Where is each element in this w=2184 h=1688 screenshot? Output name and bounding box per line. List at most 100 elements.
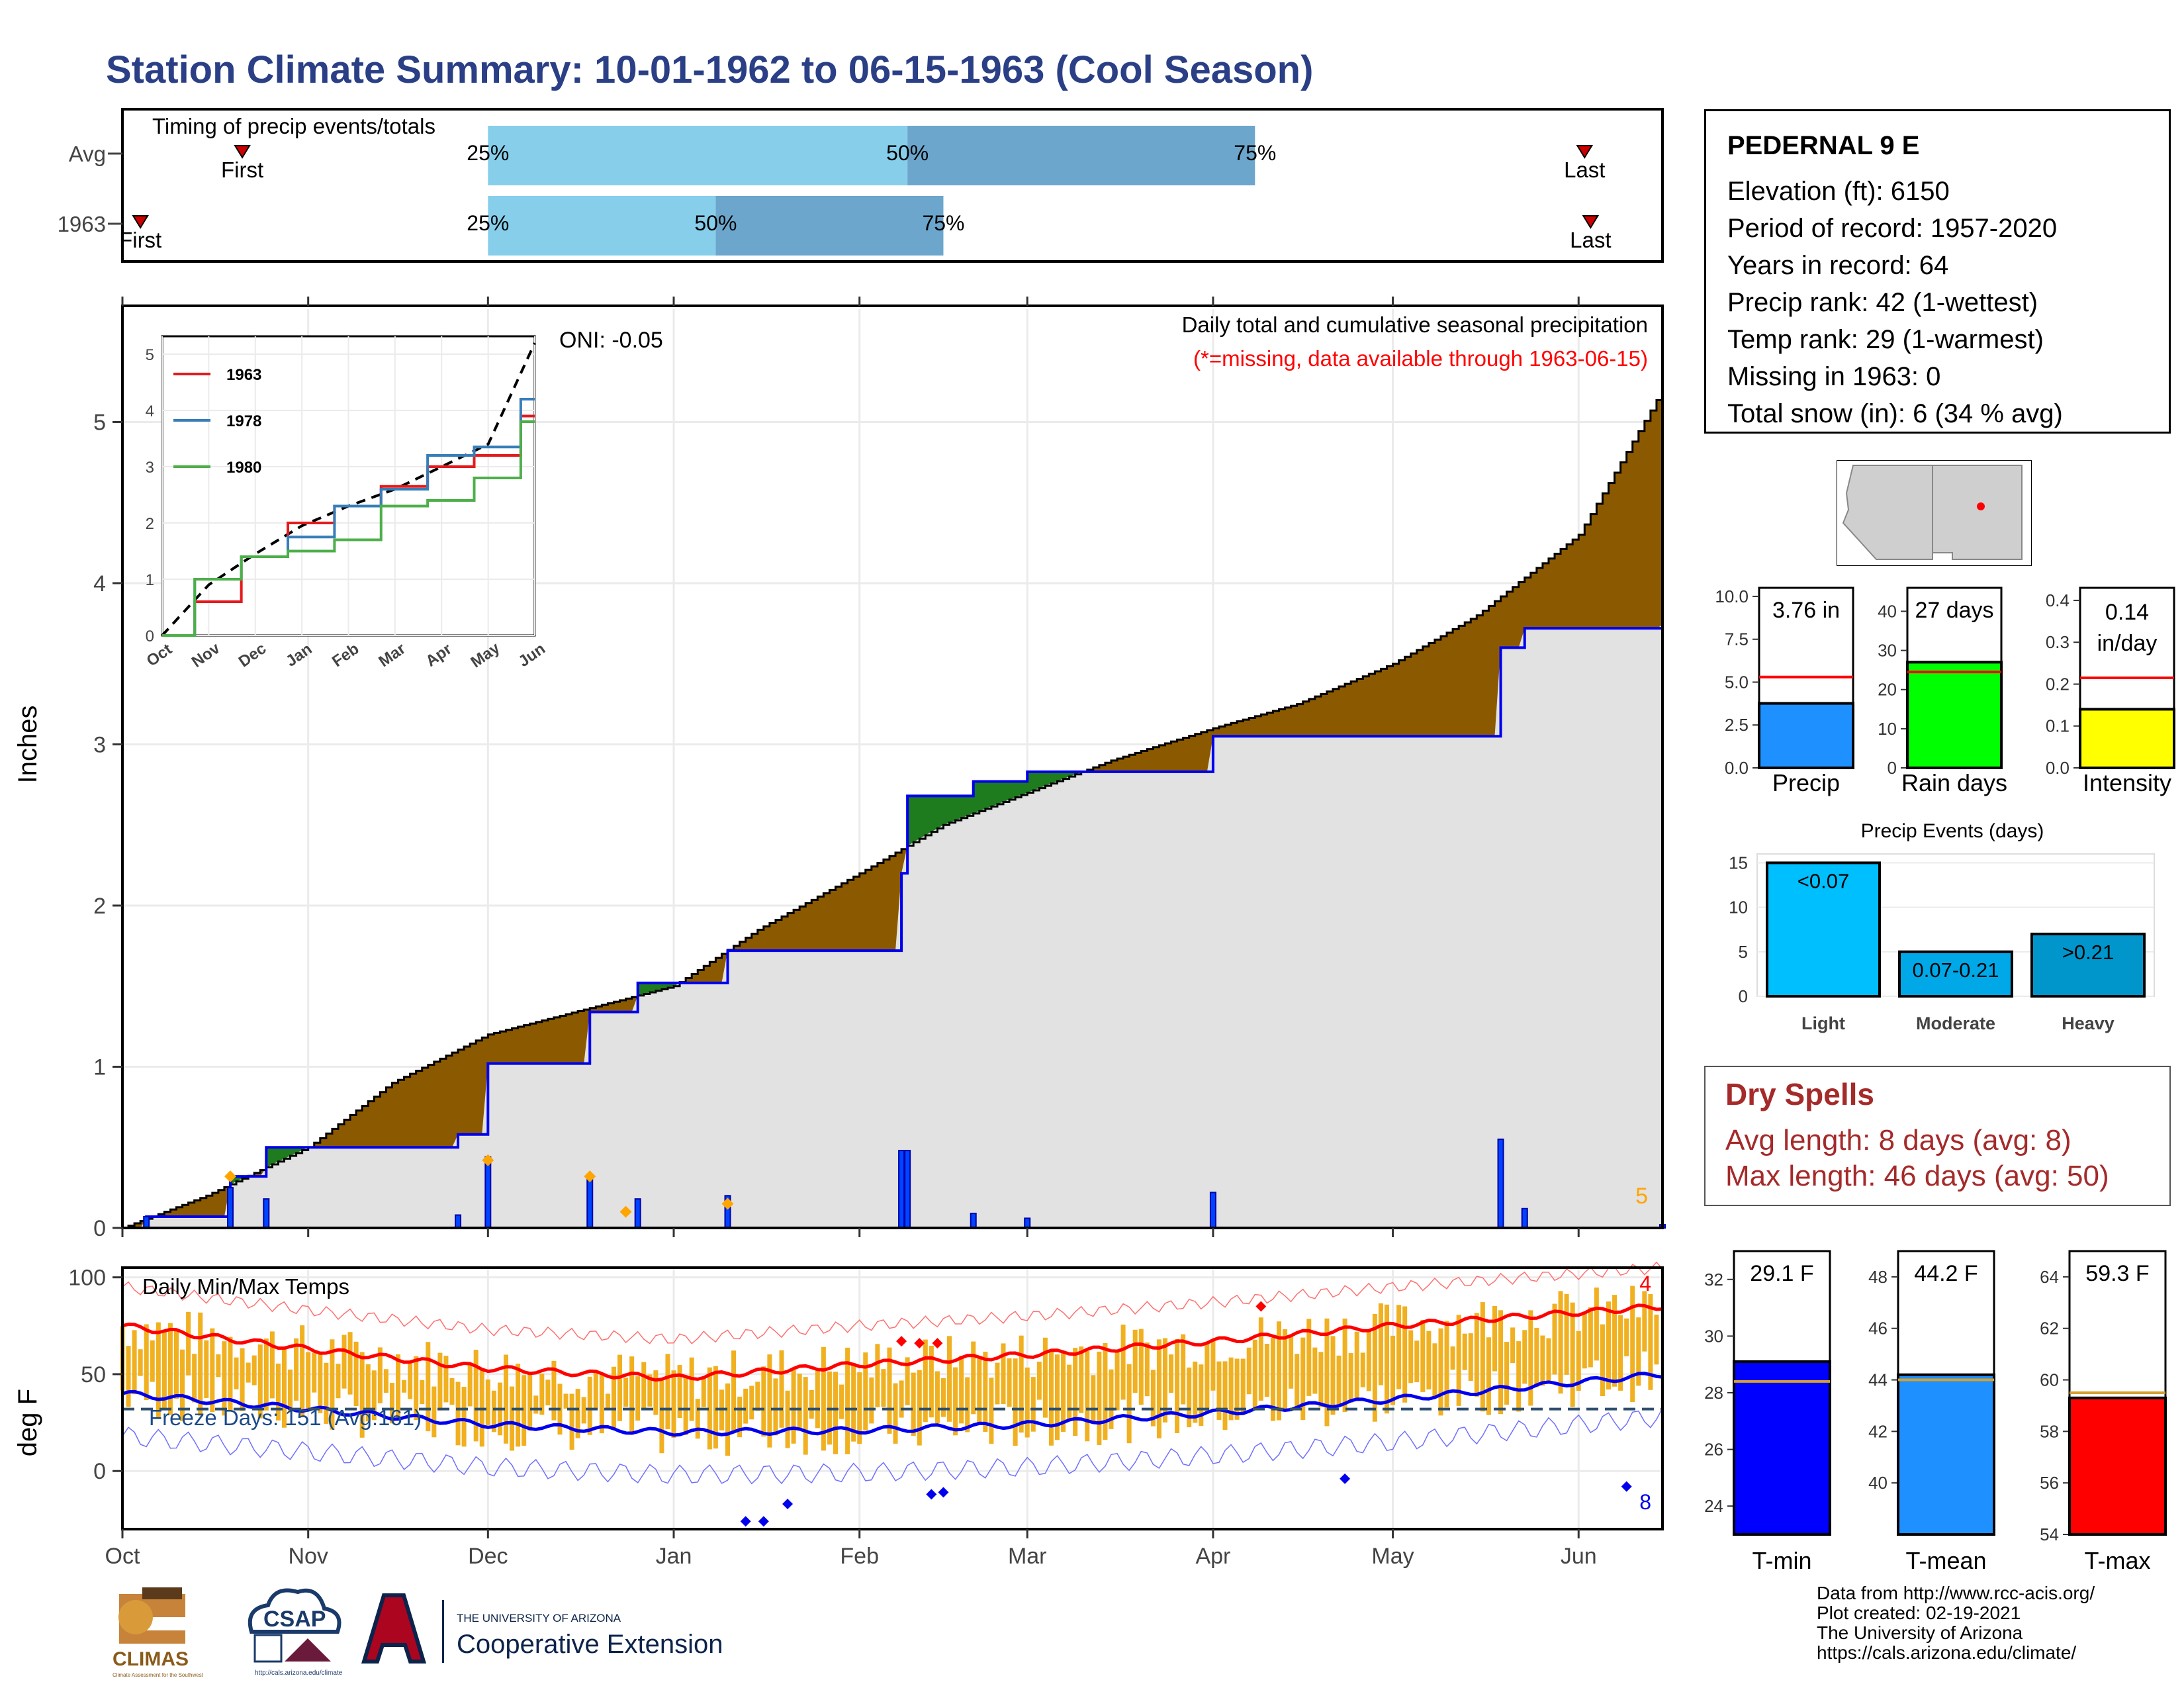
main-y-tick-label: 3	[93, 732, 106, 757]
events-bar-label: 0.07-0.21	[1913, 959, 1999, 982]
daily-temp-bar	[1474, 1313, 1479, 1397]
daily-temp-bar	[1414, 1340, 1420, 1383]
daily-temp-bar	[983, 1351, 988, 1432]
daily-temp-bar	[1384, 1304, 1389, 1414]
daily-temp-bar	[611, 1366, 616, 1430]
daily-temp-bar	[995, 1362, 1000, 1405]
daily-temp-bar	[251, 1355, 257, 1385]
temp-bar-t-max-label: T-max	[2084, 1547, 2150, 1574]
daily-temp-bar	[1222, 1361, 1228, 1430]
temp-bar-t-mean-tick-label: 40	[1868, 1473, 1888, 1493]
daily-temp-bar	[1624, 1318, 1629, 1356]
timing-row-label: 1963	[58, 212, 106, 236]
events-y-tick-label: 0	[1739, 986, 1748, 1006]
daily-temp-bar	[1438, 1328, 1443, 1416]
daily-temp-bar	[1612, 1295, 1617, 1387]
daily-temp-bar	[1372, 1313, 1377, 1422]
climas-text: CLIMAS	[113, 1648, 189, 1670]
daily-temp-bar	[1522, 1330, 1527, 1384]
temp-bar-t-mean-tick-label: 44	[1868, 1370, 1888, 1390]
daily-temp-bar	[1264, 1344, 1269, 1397]
daily-temp-bar	[1654, 1314, 1659, 1365]
daily-temp-bar	[1103, 1342, 1108, 1440]
timing-marker-label: First	[221, 158, 263, 182]
daily-temp-bar	[1024, 1367, 1030, 1438]
daily-temp-bar	[1132, 1329, 1138, 1393]
daily-temp-bar	[1061, 1353, 1066, 1432]
month-tick-label: Jan	[656, 1544, 692, 1569]
daily-temp-bar	[383, 1369, 388, 1393]
daily-temp-bar	[204, 1340, 209, 1398]
temp-bar-t-max-tick-label: 62	[2040, 1319, 2059, 1338]
month-tick-label: Oct	[105, 1544, 140, 1569]
events-title: Precip Events (days)	[1861, 820, 2044, 842]
daily-temp-bar	[1570, 1302, 1575, 1407]
daily-temp-bar	[947, 1336, 952, 1422]
daily-temp-bar	[1450, 1346, 1455, 1370]
mini-bar-rain-days-tick-label: 40	[1878, 601, 1897, 621]
daily-temp-bar	[1456, 1315, 1461, 1406]
record-low-marker	[926, 1489, 937, 1500]
daily-temp-bar	[1258, 1317, 1263, 1401]
daily-temp-bar	[432, 1386, 437, 1438]
daily-temp-bar	[1336, 1355, 1342, 1406]
daily-temp-bar	[623, 1378, 629, 1407]
daily-temp-bar	[1126, 1364, 1132, 1444]
daily-temp-bar	[1054, 1354, 1060, 1440]
daily-temp-bar	[1067, 1364, 1072, 1421]
daily-precip-bar	[970, 1213, 977, 1229]
mini-bar-intensity-tick-label: 0.2	[2046, 674, 2070, 694]
events-bar	[2030, 932, 2146, 998]
daily-temp-bar	[1193, 1361, 1198, 1423]
mini-bar-intensity-tick-label: 0.3	[2046, 632, 2070, 652]
record-low-marker	[782, 1498, 794, 1509]
temperature-bars: 24 26 28 30 32 29.1 F T-min 40 42 44 46 48 44.2 F T-m…	[1704, 1250, 2167, 1574]
precip-events-chart: Precip Events (days) 0 5 10 15 <0.07 Light 0.07…	[1729, 820, 2155, 1033]
daily-temp-bar	[923, 1339, 928, 1423]
daily-temp-bar	[899, 1380, 904, 1418]
daily-temp-bar	[138, 1349, 143, 1376]
daily-temp-bar	[1300, 1337, 1306, 1421]
mini-bar-precip-tick-label: 10.0	[1715, 586, 1749, 606]
temp-bar-t-mean-value-bar	[1897, 1373, 1995, 1536]
daily-temp-bar	[516, 1364, 521, 1447]
daily-temp-bar	[671, 1370, 676, 1438]
daily-temp-bar	[1468, 1333, 1473, 1382]
daily-temp-bar	[324, 1362, 329, 1424]
daily-temp-bar	[336, 1364, 341, 1399]
temp-y-tick-label: 50	[81, 1362, 106, 1387]
daily-temp-bar	[869, 1377, 874, 1424]
missing-note: (*=missing, data available through 1963-…	[1193, 346, 1648, 371]
temp-bar-t-mean-label: T-mean	[1905, 1547, 1986, 1574]
daily-temp-bar	[1079, 1346, 1084, 1413]
daily-temp-bar	[1330, 1336, 1336, 1415]
timing-row-label: Avg	[69, 142, 106, 166]
daily-temp-bar	[533, 1395, 539, 1414]
daily-temp-bar	[1498, 1310, 1504, 1415]
daily-precip-bar	[1497, 1139, 1504, 1229]
daily-temp-bar	[1588, 1307, 1593, 1368]
daily-temp-bar	[257, 1344, 263, 1419]
daily-temp-bar	[1348, 1353, 1353, 1403]
daily-temp-bar	[126, 1346, 131, 1407]
svg-text:http://cals.arizona.edu/climat: http://cals.arizona.edu/climate	[255, 1669, 343, 1677]
daily-temp-bar	[1408, 1330, 1414, 1383]
daily-temp-bar	[701, 1377, 706, 1407]
daily-temp-bar	[539, 1374, 545, 1415]
mini-bar-rain-days-value-bar	[1906, 661, 2003, 769]
daily-temp-bar	[743, 1388, 749, 1424]
daily-temp-bar	[1234, 1358, 1240, 1420]
timing-marker	[132, 215, 149, 229]
daily-temp-bar	[905, 1357, 910, 1405]
timing-pct-label: 75%	[922, 211, 964, 235]
daily-temp-bar	[887, 1347, 892, 1434]
temp-bar-t-mean-tick-label: 48	[1868, 1267, 1888, 1287]
events-y-tick-label: 15	[1729, 853, 1748, 872]
oni-label: ONI: -0.05	[559, 328, 663, 353]
daily-temp-bar	[510, 1386, 515, 1451]
credits: Data from http://www.rcc-acis.org/ Plot …	[1817, 1583, 2095, 1663]
timing-marker	[234, 145, 251, 159]
month-tick-label: Feb	[840, 1544, 879, 1569]
inset-legend-label: 1963	[226, 366, 261, 384]
inset-y-tick-label: 3	[146, 459, 154, 477]
